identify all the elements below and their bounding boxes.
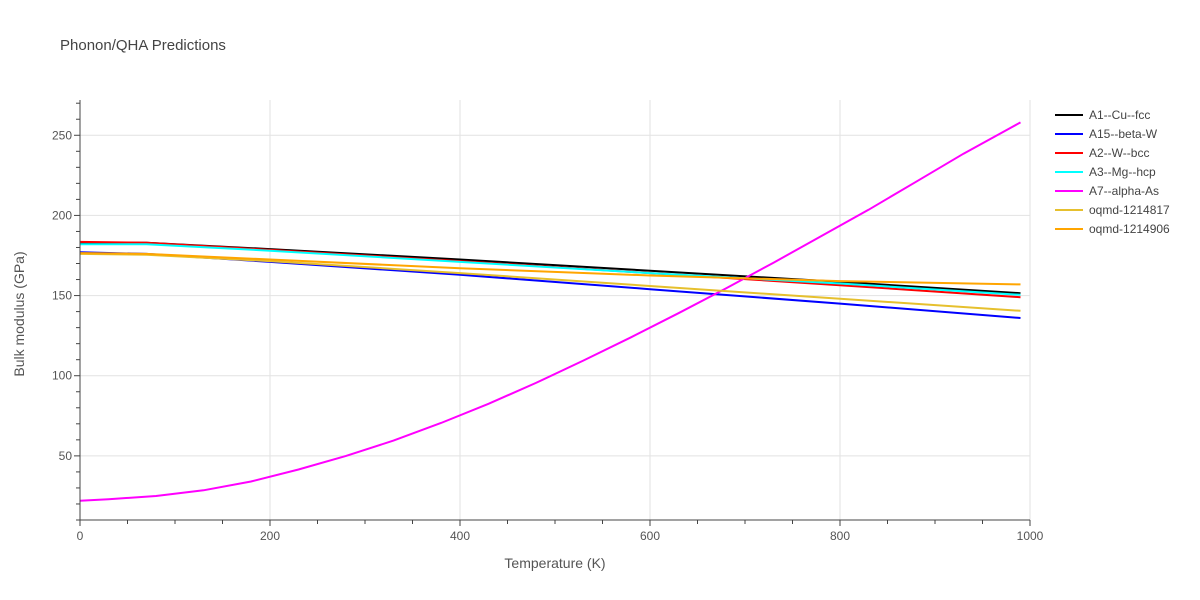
axes: 0 200 400 600 800 1000 50 100 150 200 250 bbox=[52, 100, 1044, 543]
chart-title: Phonon/QHA Predictions bbox=[60, 37, 226, 54]
legend-label[interactable]: oqmd-1214906 bbox=[1089, 222, 1170, 236]
y-tick-label: 200 bbox=[52, 208, 72, 222]
legend-label[interactable]: A7--alpha-As bbox=[1089, 184, 1159, 198]
series-line-oqmd-1214906 bbox=[79, 252, 1021, 286]
x-tick-label: 600 bbox=[640, 529, 660, 543]
legend-label[interactable]: A15--beta-W bbox=[1089, 127, 1158, 141]
y-tick-label: 100 bbox=[52, 369, 72, 383]
legend-label[interactable]: A2--W--bcc bbox=[1089, 146, 1149, 160]
series-line-a7-alpha-as bbox=[79, 121, 1021, 502]
series-line-a3-mg-hcp bbox=[80, 243, 1021, 296]
y-axis-title: Bulk modulus (GPa) bbox=[11, 251, 27, 376]
x-tick-label: 1000 bbox=[1017, 529, 1044, 543]
legend: A1--Cu--fcc A15--beta-W A2--W--bcc A3--Mg--… bbox=[1055, 108, 1170, 236]
y-tick-label: 50 bbox=[59, 449, 73, 463]
series-group bbox=[79, 121, 1021, 502]
x-tick-label: 200 bbox=[260, 529, 280, 543]
x-tick-label: 400 bbox=[450, 529, 470, 543]
x-axis-title: Temperature (K) bbox=[504, 555, 605, 571]
grid bbox=[80, 100, 1031, 520]
y-tick-label: 250 bbox=[52, 128, 72, 142]
x-tick-label: 800 bbox=[830, 529, 850, 543]
series-line-a2-w-bcc bbox=[79, 240, 1021, 299]
legend-label[interactable]: A1--Cu--fcc bbox=[1089, 108, 1150, 122]
legend-label[interactable]: oqmd-1214817 bbox=[1089, 203, 1170, 217]
y-tick-label: 150 bbox=[52, 289, 72, 303]
x-tick-label: 0 bbox=[77, 529, 84, 543]
legend-label[interactable]: A3--Mg--hcp bbox=[1089, 165, 1156, 179]
